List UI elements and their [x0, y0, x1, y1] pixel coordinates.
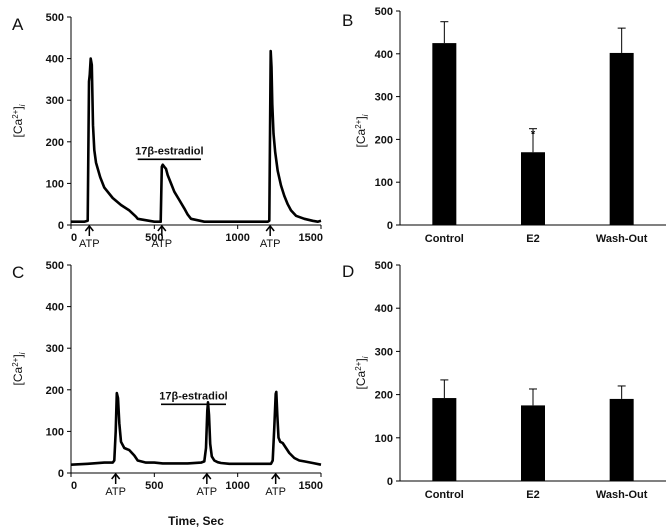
y-tick-label: 200 [375, 134, 393, 146]
panel-b-bar-chart: B [Ca2+]i 0 100 200 300 400 500 Control * E2 Wash-O… [342, 6, 666, 245]
significance-mark: * [531, 129, 536, 141]
calcium-trace-line [71, 49, 322, 223]
y-axis-label: [Ca2+]i [11, 352, 27, 385]
y-tick-label: 400 [375, 49, 393, 61]
x-tick-label: 0 [71, 232, 77, 244]
atp-arrow-head [84, 224, 94, 232]
y-axis-label: [Ca2+]i [354, 114, 370, 147]
x-tick-label: 1000 [225, 232, 249, 244]
y-tick-label: 200 [375, 390, 393, 402]
y-tick-label: 300 [46, 95, 64, 107]
y-tick-label: 500 [46, 12, 64, 24]
atp-arrow-head [271, 472, 281, 480]
panel-letter: D [342, 262, 354, 281]
y-axis-label: [Ca2+]i [11, 104, 27, 137]
y-tick-label: 300 [375, 92, 393, 104]
category-label: Wash-Out [596, 233, 648, 245]
panel-letter: A [12, 15, 24, 34]
panel-c-line-chart: C [Ca2+]i 0 100 200 300 400 500 0 500 1000 1500 ATP A… [11, 260, 323, 528]
calcium-trace-line [70, 390, 322, 466]
y-tick-label: 0 [387, 220, 393, 232]
atp-arrow-head [157, 224, 167, 232]
atp-label: ATP [265, 486, 286, 498]
atp-arrow-head [111, 472, 121, 480]
panel-letter: B [342, 11, 353, 30]
y-tick-label: 500 [46, 260, 64, 272]
estradiol-label: 17β-estradiol [135, 145, 203, 157]
category-label: Control [425, 489, 464, 501]
atp-arrow-head [265, 224, 275, 232]
y-tick-label: 0 [387, 476, 393, 488]
category-label: E2 [526, 233, 539, 245]
y-tick-label: 0 [58, 468, 64, 480]
y-tick-label: 200 [46, 385, 64, 397]
x-tick-label: 1500 [299, 232, 323, 244]
x-tick-label: 500 [145, 232, 163, 244]
panel-letter: C [12, 263, 24, 282]
estradiol-label: 17β-estradiol [159, 390, 227, 402]
category-label: Wash-Out [596, 489, 648, 501]
y-tick-label: 400 [375, 303, 393, 315]
bar [432, 398, 457, 481]
y-tick-label: 400 [46, 302, 64, 314]
category-label: E2 [526, 489, 539, 501]
y-tick-label: 400 [46, 54, 64, 66]
atp-label: ATP [105, 486, 126, 498]
panel-a-line-chart: A [Ca2+]i 0 100 200 300 400 500 0 500 1000 1500 ATP A… [11, 12, 323, 250]
y-tick-label: 500 [375, 260, 393, 272]
atp-label: ATP [260, 238, 281, 250]
y-tick-label: 500 [375, 6, 393, 18]
y-tick-label: 100 [46, 178, 64, 190]
y-tick-label: 0 [58, 220, 64, 232]
y-tick-label: 100 [46, 426, 64, 438]
atp-arrow-head [202, 472, 212, 480]
atp-label: ATP [197, 486, 218, 498]
x-tick-label: 500 [145, 480, 163, 492]
bar [521, 152, 545, 225]
y-axis-label: [Ca2+]i [354, 356, 370, 389]
bar [521, 405, 545, 481]
atp-label: ATP [152, 238, 173, 250]
x-axis-label: Time, Sec [168, 514, 224, 528]
y-tick-label: 300 [46, 343, 64, 355]
y-tick-label: 100 [375, 177, 393, 189]
panel-d-bar-chart: D [Ca2+]i 0 100 200 300 400 500 Control E2 Wash-Ou… [342, 260, 666, 501]
atp-label: ATP [79, 238, 100, 250]
x-tick-label: 1000 [225, 480, 249, 492]
y-tick-label: 200 [46, 137, 64, 149]
x-tick-label: 1500 [299, 480, 323, 492]
bar [609, 398, 634, 481]
bar [432, 43, 457, 225]
x-tick-label: 0 [71, 480, 77, 492]
category-label: Control [425, 233, 464, 245]
y-tick-label: 100 [375, 433, 393, 445]
y-tick-label: 300 [375, 346, 393, 358]
bar [609, 52, 634, 225]
